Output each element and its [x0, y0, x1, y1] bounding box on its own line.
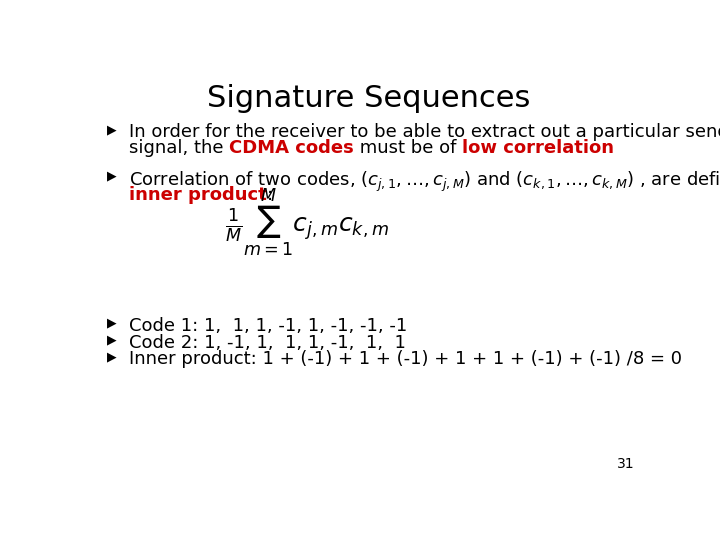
- Text: Correlation of two codes, ($c_{j,1},\ldots, c_{j,M}$) and ($c_{k,1},\ldots, c_{k: Correlation of two codes, ($c_{j,1},\ldo…: [129, 170, 720, 194]
- Text: ▶: ▶: [107, 316, 117, 329]
- Text: $\frac{1}{M}\sum_{m=1}^{M} c_{j,m}c_{k,m}$: $\frac{1}{M}\sum_{m=1}^{M} c_{j,m}c_{k,m…: [225, 186, 389, 259]
- Text: low correlation: low correlation: [462, 139, 614, 158]
- Text: signal, the: signal, the: [129, 139, 229, 158]
- Text: ▶: ▶: [107, 123, 117, 136]
- Text: Signature Sequences: Signature Sequences: [207, 84, 531, 113]
- Text: ▶: ▶: [107, 170, 117, 183]
- Text: ▶: ▶: [107, 334, 117, 347]
- Text: inner product: inner product: [129, 186, 266, 204]
- Text: Inner product: 1 + (-1) + 1 + (-1) + 1 + 1 + (-1) + (-1) /8 = 0: Inner product: 1 + (-1) + 1 + (-1) + 1 +…: [129, 350, 682, 368]
- Text: Code 2: 1, -1, 1,  1, 1, -1,  1,  1: Code 2: 1, -1, 1, 1, 1, -1, 1, 1: [129, 334, 405, 352]
- Text: must be of: must be of: [354, 139, 462, 158]
- Text: CDMA codes: CDMA codes: [229, 139, 354, 158]
- Text: ▶: ▶: [107, 350, 117, 363]
- Text: Code 1: 1,  1, 1, -1, 1, -1, -1, -1: Code 1: 1, 1, 1, -1, 1, -1, -1, -1: [129, 316, 407, 335]
- Text: :: :: [266, 186, 273, 204]
- Text: In order for the receiver to be able to extract out a particular sender’s: In order for the receiver to be able to …: [129, 123, 720, 141]
- Text: 31: 31: [617, 457, 635, 471]
